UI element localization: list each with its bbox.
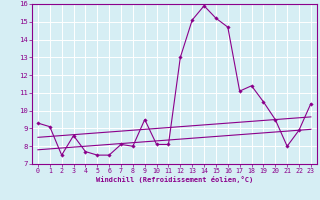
X-axis label: Windchill (Refroidissement éolien,°C): Windchill (Refroidissement éolien,°C) bbox=[96, 176, 253, 183]
